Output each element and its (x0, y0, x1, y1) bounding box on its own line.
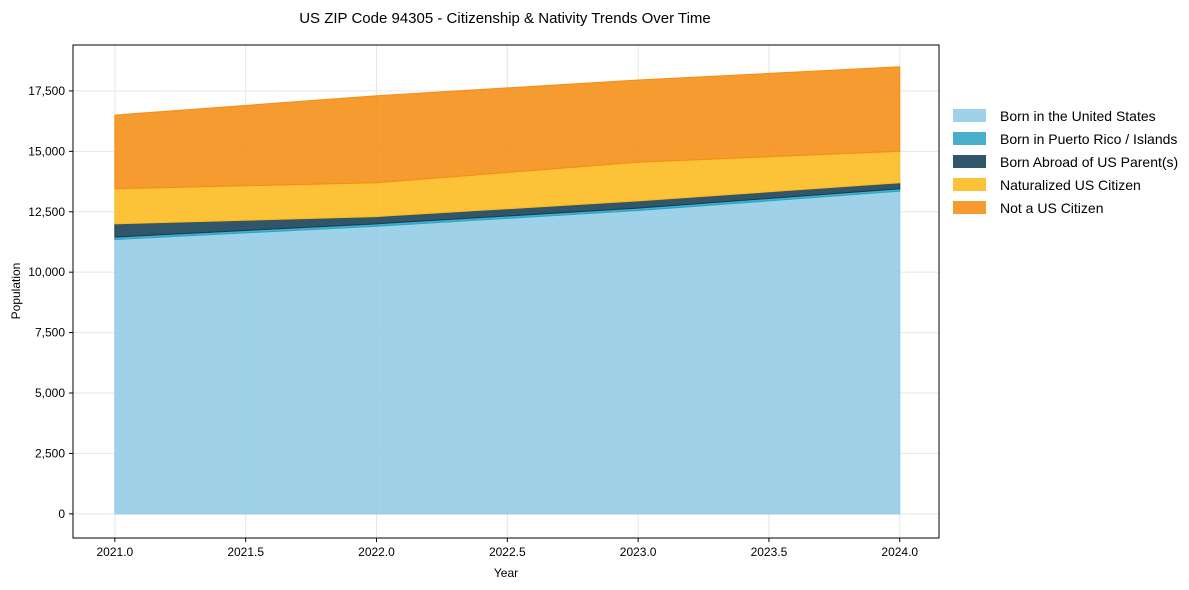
y-tick-label: 12,500 (28, 205, 65, 219)
area-not-a-us-citizen (114, 66, 901, 190)
x-tick-label: 2021.0 (97, 545, 134, 559)
y-tick-label: 5,000 (35, 386, 65, 400)
legend-swatch (953, 132, 986, 145)
x-tick-label: 2021.5 (227, 545, 264, 559)
legend-label: Born in Puerto Rico / Islands (1000, 131, 1177, 147)
legend-label: Naturalized US Citizen (1000, 177, 1141, 193)
x-tick-label: 2022.5 (489, 545, 526, 559)
x-tick-label: 2023.5 (751, 545, 788, 559)
y-tick-label: 2,500 (35, 446, 65, 460)
area-series (114, 66, 901, 515)
y-tick-label: 7,500 (35, 326, 65, 340)
legend-label: Not a US Citizen (1000, 200, 1103, 216)
y-tick-label: 15,000 (28, 144, 65, 158)
legend-label: Born in the United States (1000, 108, 1156, 124)
y-tick-label: 10,000 (28, 265, 65, 279)
y-tick-label: 0 (58, 507, 65, 521)
legend-label: Born Abroad of US Parent(s) (1000, 154, 1178, 170)
x-tick-label: 2022.0 (358, 545, 395, 559)
x-tick-label: 2023.0 (620, 545, 657, 559)
legend-swatch (953, 155, 986, 168)
area-born-in-the-united-states (114, 190, 901, 515)
legend: Born in the United States Born in Puerto … (953, 108, 1178, 216)
legend-swatch (953, 109, 986, 122)
plot-frame (72, 44, 940, 539)
y-tick-label: 17,500 (28, 84, 65, 98)
axis-ticks: 2021.0 2021.5 2022.0 2022.5 2023.0 2023.5 2024… (28, 84, 918, 559)
chart-title: US ZIP Code 94305 - Citizenship & Nativi… (299, 10, 711, 27)
x-tick-label: 2024.0 (881, 545, 918, 559)
x-axis-label: Year (494, 566, 518, 580)
y-axis-label: Population (9, 263, 23, 320)
legend-swatch (953, 178, 986, 191)
legend-swatch (953, 201, 986, 214)
